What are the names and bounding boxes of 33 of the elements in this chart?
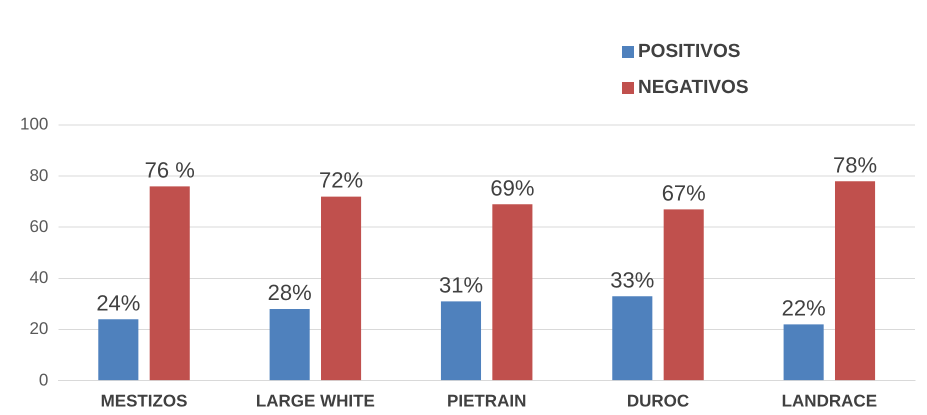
legend-label: NEGATIVOS [638, 77, 748, 98]
data-label: 33% [610, 267, 654, 292]
bar [321, 196, 362, 380]
data-label: 78% [833, 152, 878, 178]
bar [98, 319, 138, 380]
data-label: 22% [782, 295, 826, 320]
y-tick-label: 0 [38, 370, 48, 390]
bar [150, 186, 190, 380]
data-label: 24% [96, 290, 140, 316]
bar [492, 204, 532, 380]
x-tick-label: PIETRAIN [447, 391, 526, 410]
y-tick-label: 80 [29, 166, 48, 185]
bar [784, 324, 824, 380]
data-label: 28% [268, 280, 312, 306]
bar [612, 296, 652, 380]
y-tick-label: 20 [29, 319, 48, 338]
data-label: 31% [438, 272, 484, 298]
data-label: 76 % [144, 157, 195, 182]
bar [440, 301, 482, 380]
bar [834, 181, 876, 380]
x-tick-label: MESTIZOS [100, 391, 188, 410]
bar [664, 209, 704, 380]
bar [270, 309, 310, 380]
x-tick-label: LANDRACE [782, 391, 878, 410]
data-label: 72% [319, 168, 364, 193]
data-label: 69% [490, 175, 534, 200]
x-tick-label: DUROC [626, 391, 690, 410]
y-tick-label: 100 [20, 114, 48, 134]
y-tick-label: 40 [29, 268, 48, 288]
y-tick-label: 60 [29, 216, 48, 236]
x-tick-label: LARGE WHITE [256, 391, 375, 410]
legend-label: POSITIVOS [638, 41, 740, 62]
data-label: 67% [662, 180, 706, 206]
